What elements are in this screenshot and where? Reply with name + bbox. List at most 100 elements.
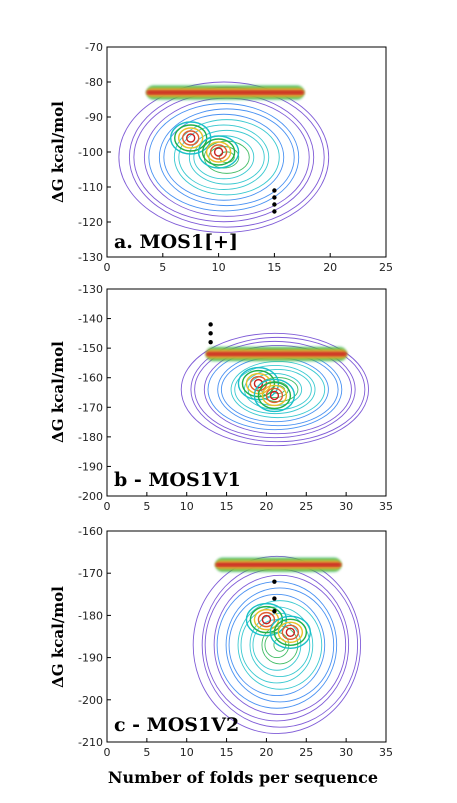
panel-a-marker xyxy=(272,188,277,193)
panel-c-xtick-label: 30 xyxy=(339,746,353,759)
panel-c-hot-band xyxy=(215,563,342,567)
panel-a-marker xyxy=(272,195,277,200)
panel-c-title: c - MOS1V2 xyxy=(114,714,239,736)
panel-b-xtick-label: 10 xyxy=(180,500,194,513)
panel-c-xtick-label: 0 xyxy=(104,746,111,759)
panel-a-contour-line xyxy=(178,124,270,190)
panel-b-ylabel: ΔG kcal/mol xyxy=(49,341,67,443)
panel-b-xtick-label: 0 xyxy=(104,500,111,513)
panel-b-hotspot xyxy=(265,387,284,404)
panel-b-xtick-label: 20 xyxy=(259,500,273,513)
panel-b-xtick-label: 25 xyxy=(299,500,313,513)
panel-a: 0 5 10 15 20 25 -70 -80 -90 -100 -110 -120 -130 ΔG … xyxy=(49,41,393,274)
panel-c-hotspot xyxy=(269,615,312,649)
panel-b-title: b - MOS1V1 xyxy=(114,469,241,491)
panel-a-contour-line xyxy=(203,140,250,174)
panel-b-xticks: 0 5 10 15 20 25 30 35 xyxy=(104,492,393,513)
panel-b-yticks: -130 -140 -150 -160 -170 -180 -190 -200 xyxy=(78,283,111,503)
panel-c-ytick-label: -210 xyxy=(78,736,103,749)
panel-b-xtick-label: 5 xyxy=(143,500,150,513)
panel-b-ytick-label: -150 xyxy=(78,342,103,355)
panel-c-markers xyxy=(272,579,277,614)
panel-a-xticks: 0 5 10 15 20 25 xyxy=(104,253,393,274)
panel-c-xtick-label: 5 xyxy=(143,746,150,759)
panel-c-contour-line xyxy=(216,581,338,709)
panel-a-hotspot xyxy=(177,127,204,149)
panel-a-contour-line xyxy=(173,119,280,196)
panel-b-marker xyxy=(208,340,213,345)
panel-b-contour-line xyxy=(190,336,366,443)
panel-a-markers xyxy=(272,188,277,214)
panel-c-hotspot xyxy=(273,618,308,646)
panel-a-contour-line xyxy=(148,103,300,212)
panel-b-xtick-label: 35 xyxy=(379,500,393,513)
panel-a-contour-line xyxy=(158,108,295,207)
panel-c-hotspot xyxy=(249,605,284,634)
panel-b-frame xyxy=(106,288,387,497)
panel-c-xtick-label: 35 xyxy=(379,746,393,759)
panel-b-hotspot xyxy=(257,381,292,410)
panel-c-frame xyxy=(106,530,387,743)
panel-b-hotspot xyxy=(253,378,296,413)
panel-c-contour-line xyxy=(213,574,347,716)
panel-c-ytick-label: -180 xyxy=(78,609,103,622)
panel-b-ytick-label: -190 xyxy=(78,460,103,473)
panel-b-ytick-label: -180 xyxy=(78,431,103,444)
panel-b-contour-line xyxy=(203,344,352,435)
panel-a-xtick-label: 10 xyxy=(212,261,226,274)
panel-a-contour-line xyxy=(143,97,310,217)
panel-a-hotspot xyxy=(209,144,228,160)
panel-c: 0 5 10 15 20 25 30 35 -160-170-180-190-200-210 … xyxy=(49,525,393,759)
panel-c-contours xyxy=(192,555,362,735)
panel-b-hotspot xyxy=(253,378,264,389)
panel-a-xtick-label: 15 xyxy=(267,261,281,274)
panel-b-ytick-label: -200 xyxy=(78,490,103,503)
panel-b-hotspot xyxy=(269,390,280,401)
panel-c-hotspot xyxy=(285,627,296,637)
panel-b-ytick-label: -170 xyxy=(78,401,103,414)
panel-b-hotspot xyxy=(261,384,288,407)
panel-a-hotspot xyxy=(201,138,236,166)
panel-c-ytick-label: -190 xyxy=(78,652,103,665)
panel-a-xtick-label: 0 xyxy=(104,261,111,274)
panel-b-contour-line xyxy=(234,365,316,415)
panel-a-hotspot xyxy=(205,141,232,163)
panel-c-ytick-label: -160 xyxy=(78,525,103,538)
panel-a-contour-line xyxy=(188,129,265,185)
panel-a-xtick-label: 25 xyxy=(379,261,393,274)
panel-b-contour-line xyxy=(194,340,356,439)
panel-c-xtick-label: 20 xyxy=(259,746,273,759)
panel-a-yticks: -70 -80 -90 -100 -110 -120 -130 xyxy=(78,41,111,264)
panel-a-marker xyxy=(272,202,277,207)
panel-a-ytick-label: -110 xyxy=(78,181,103,194)
panel-c-contour-line xyxy=(228,593,326,697)
panel-a-contours xyxy=(118,81,330,233)
panel-c-contour-line xyxy=(201,562,359,728)
panel-c-contour-line xyxy=(240,606,314,684)
panel-a-contour-line xyxy=(128,86,325,228)
panel-a-contour-line xyxy=(118,81,330,233)
panel-b-xtick-label: 15 xyxy=(220,500,234,513)
panel-c-contour-line xyxy=(192,555,362,735)
panel-a-contour-line xyxy=(193,135,255,180)
panel-b-marker xyxy=(208,322,213,327)
x-axis-label: Number of folds per sequence xyxy=(108,768,378,787)
panel-c-xtick-label: 25 xyxy=(299,746,313,759)
panel-b-ytick-label: -160 xyxy=(78,372,103,385)
panel-a-ylabel: ΔG kcal/mol xyxy=(49,101,67,203)
panel-c-marker xyxy=(272,579,277,584)
panel-a-hotspot xyxy=(185,133,196,143)
panel-a-marker xyxy=(272,209,277,214)
panel-a-title: a. MOS1[+] xyxy=(114,231,238,253)
panel-b-marker xyxy=(208,331,213,336)
panel-a-ytick-label: -70 xyxy=(85,41,103,54)
panel-c-yticks: -160 -170 -180 -190 -200 -210 xyxy=(78,525,111,749)
panel-b-xtick-label: 30 xyxy=(339,500,353,513)
panel-a-contour-line xyxy=(163,113,285,201)
panel-a-ytick-label: -100 xyxy=(78,146,103,159)
panel-a-xtick-label: 5 xyxy=(159,261,166,274)
panel-a-ytick-label: -130 xyxy=(78,251,103,264)
panel-c-ylabel: ΔG kcal/mol xyxy=(49,586,67,688)
panel-c-contour-line xyxy=(237,600,323,690)
panel-b-markers xyxy=(208,322,213,345)
